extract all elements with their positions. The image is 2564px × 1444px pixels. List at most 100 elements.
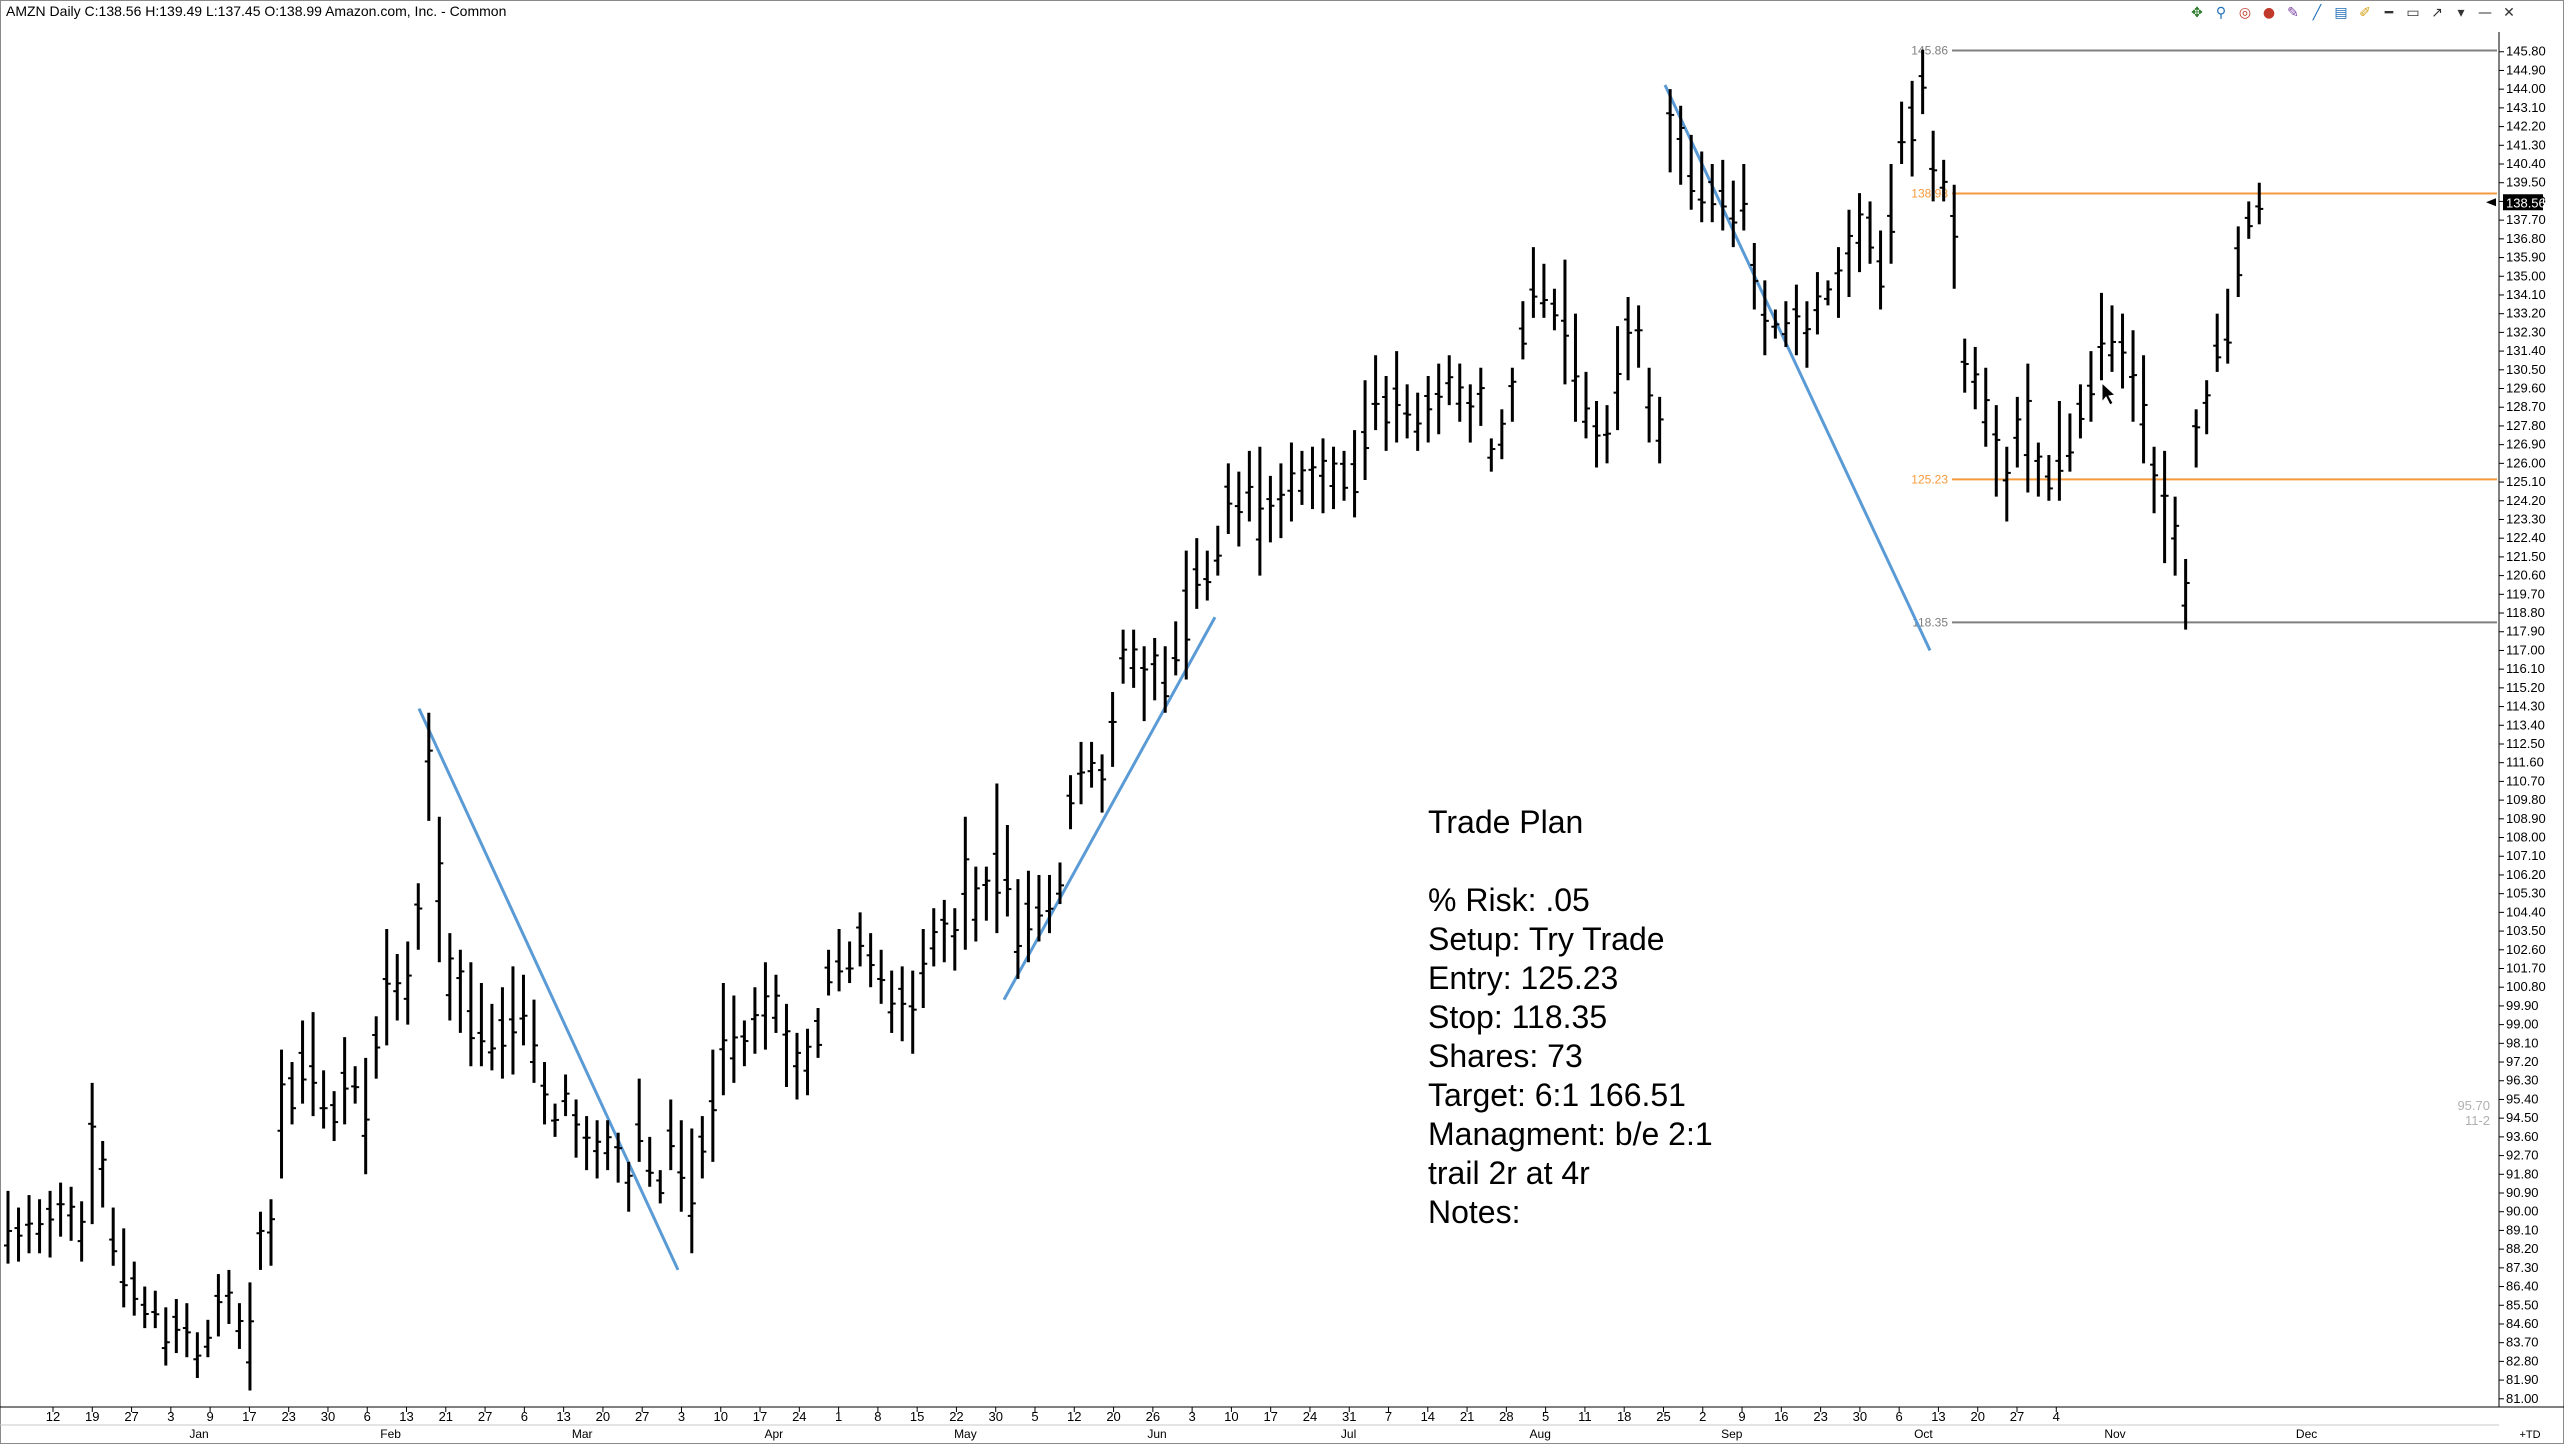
trendline[interactable] — [417, 708, 680, 1271]
ohlc-bar — [2139, 355, 2148, 464]
ohlc-bar — [1013, 879, 1022, 979]
month-label: May — [954, 1427, 977, 1441]
price-tick-label: 125.10 — [2506, 474, 2546, 489]
ohlc-bar — [288, 1062, 297, 1125]
ohlc-bar — [519, 974, 528, 1046]
ohlc-bar — [666, 1099, 675, 1171]
record-icon[interactable]: ● — [2262, 5, 2276, 21]
ohlc-bar — [140, 1286, 149, 1329]
price-tick-label: 142.20 — [2506, 119, 2546, 134]
ohlc-bar — [203, 1319, 212, 1358]
price-tick-label: 140.40 — [2506, 156, 2546, 171]
ohlc-bar — [1960, 338, 1969, 393]
day-tick-label: 5 — [1031, 1409, 1038, 1424]
price-bars — [4, 49, 2264, 1391]
highlight-icon[interactable]: ✐ — [2359, 5, 2371, 21]
month-label: Mar — [572, 1427, 593, 1441]
ohlc-bar — [1024, 870, 1033, 963]
day-tick-label: 17 — [242, 1409, 256, 1424]
ohlc-bar — [403, 941, 412, 1025]
day-tick-label: 7 — [1385, 1409, 1392, 1424]
dropdown-icon[interactable]: ▾ — [2457, 5, 2465, 21]
ohlc-bar — [1676, 105, 1685, 185]
ohlc-bar — [235, 1303, 244, 1349]
ohlc-bar — [1739, 164, 1748, 231]
price-tick-label: 90.00 — [2506, 1204, 2539, 1219]
ohlc-bar — [1603, 405, 1612, 464]
trendline-icon[interactable]: ╱ — [2312, 5, 2322, 21]
price-tick-label: 89.10 — [2506, 1222, 2539, 1237]
ohlc-bar — [1624, 297, 1633, 381]
ohlc-bar — [1918, 49, 1927, 115]
ohlc-bar — [1087, 741, 1096, 788]
ohlc-bar — [224, 1269, 233, 1324]
ohlc-bar — [919, 928, 928, 1008]
arrow-icon[interactable]: ↗ — [2431, 5, 2443, 21]
day-tick-label: 12 — [46, 1409, 60, 1424]
ohlc-bar — [245, 1282, 254, 1391]
ohlc-bar — [1098, 754, 1107, 813]
ohlc-bar — [2097, 292, 2106, 381]
ohlc-bar — [719, 983, 728, 1096]
ohlc-bar — [1140, 646, 1149, 722]
day-tick-label: 6 — [521, 1409, 528, 1424]
ohlc-bar — [1161, 646, 1170, 713]
target-icon[interactable]: ◎ — [2238, 5, 2252, 21]
pan-icon[interactable]: ✥ — [2191, 5, 2203, 21]
ohlc-bar — [1403, 384, 1412, 439]
day-tick-label: 24 — [1303, 1409, 1317, 1424]
ohlc-bar — [1276, 463, 1285, 539]
ohlc-bar — [67, 1186, 76, 1241]
close-icon[interactable]: ✕ — [2503, 5, 2515, 21]
ohlc-bar — [2150, 446, 2159, 514]
horizontal-line-icon[interactable]: ━ — [2384, 5, 2394, 21]
ohlc-bar — [1119, 629, 1128, 684]
price-tick-label: 108.90 — [2506, 811, 2546, 826]
price-tick-label: 99.90 — [2506, 998, 2539, 1013]
ohlc-bar — [1876, 230, 1885, 310]
trade-plan-note: Trade Plan % Risk: .05 Setup: Try Trade … — [1428, 803, 1713, 1232]
ohlc-bar — [1434, 363, 1443, 435]
ohlc-bar — [1382, 376, 1391, 451]
minimize-icon[interactable]: — — [2478, 5, 2492, 21]
ohlc-bar — [1781, 301, 1790, 347]
day-tick-label: 3 — [678, 1409, 685, 1424]
ohlc-bar — [2223, 288, 2232, 364]
trendline[interactable] — [1002, 616, 1217, 1001]
ohlc-bar — [2244, 201, 2253, 239]
price-tick-label: 122.40 — [2506, 530, 2546, 545]
ohlc-bar — [1792, 284, 1801, 356]
ohlc-bar — [508, 966, 517, 1075]
ohlc-bar — [1234, 471, 1243, 547]
ohlc-bar — [1466, 384, 1475, 443]
ohlc-bar — [1950, 184, 1959, 289]
price-tick-label: 134.10 — [2506, 287, 2546, 302]
ohlc-bar — [351, 1066, 360, 1104]
ohlc-bar — [393, 953, 402, 1021]
ohlc-bar — [309, 1012, 318, 1117]
ohlc-bar — [898, 966, 907, 1042]
price-tick-label: 124.20 — [2506, 493, 2546, 508]
price-tick-label: 82.80 — [2506, 1353, 2539, 1368]
price-tick-label: 97.20 — [2506, 1054, 2539, 1069]
ohlc-bar — [1319, 438, 1327, 514]
price-tick-label: 93.60 — [2506, 1129, 2539, 1144]
ohlc-bar — [1056, 862, 1064, 905]
trendline[interactable] — [1663, 84, 1932, 652]
ohlc-bar — [603, 1120, 612, 1171]
price-tick-label: 86.40 — [2506, 1279, 2539, 1294]
ohlc-bar — [530, 999, 538, 1083]
ohlc-bar — [645, 1136, 654, 1187]
ohlc-bar — [2002, 446, 2011, 522]
fibonacci-icon[interactable]: ▤ — [2334, 5, 2348, 21]
ohlc-bar — [445, 933, 454, 1021]
rectangle-icon[interactable]: ▭ — [2406, 5, 2420, 21]
ohlc-bar — [572, 1099, 581, 1158]
ohlc-bar — [88, 1082, 97, 1225]
zoom-icon[interactable]: ⚲ — [2215, 5, 2227, 21]
ohlc-bar — [1929, 130, 1938, 202]
horizontal-level-label: 138.98 — [1911, 187, 1948, 201]
day-tick-label: 30 — [321, 1409, 335, 1424]
pen-icon[interactable]: ✎ — [2287, 5, 2299, 21]
